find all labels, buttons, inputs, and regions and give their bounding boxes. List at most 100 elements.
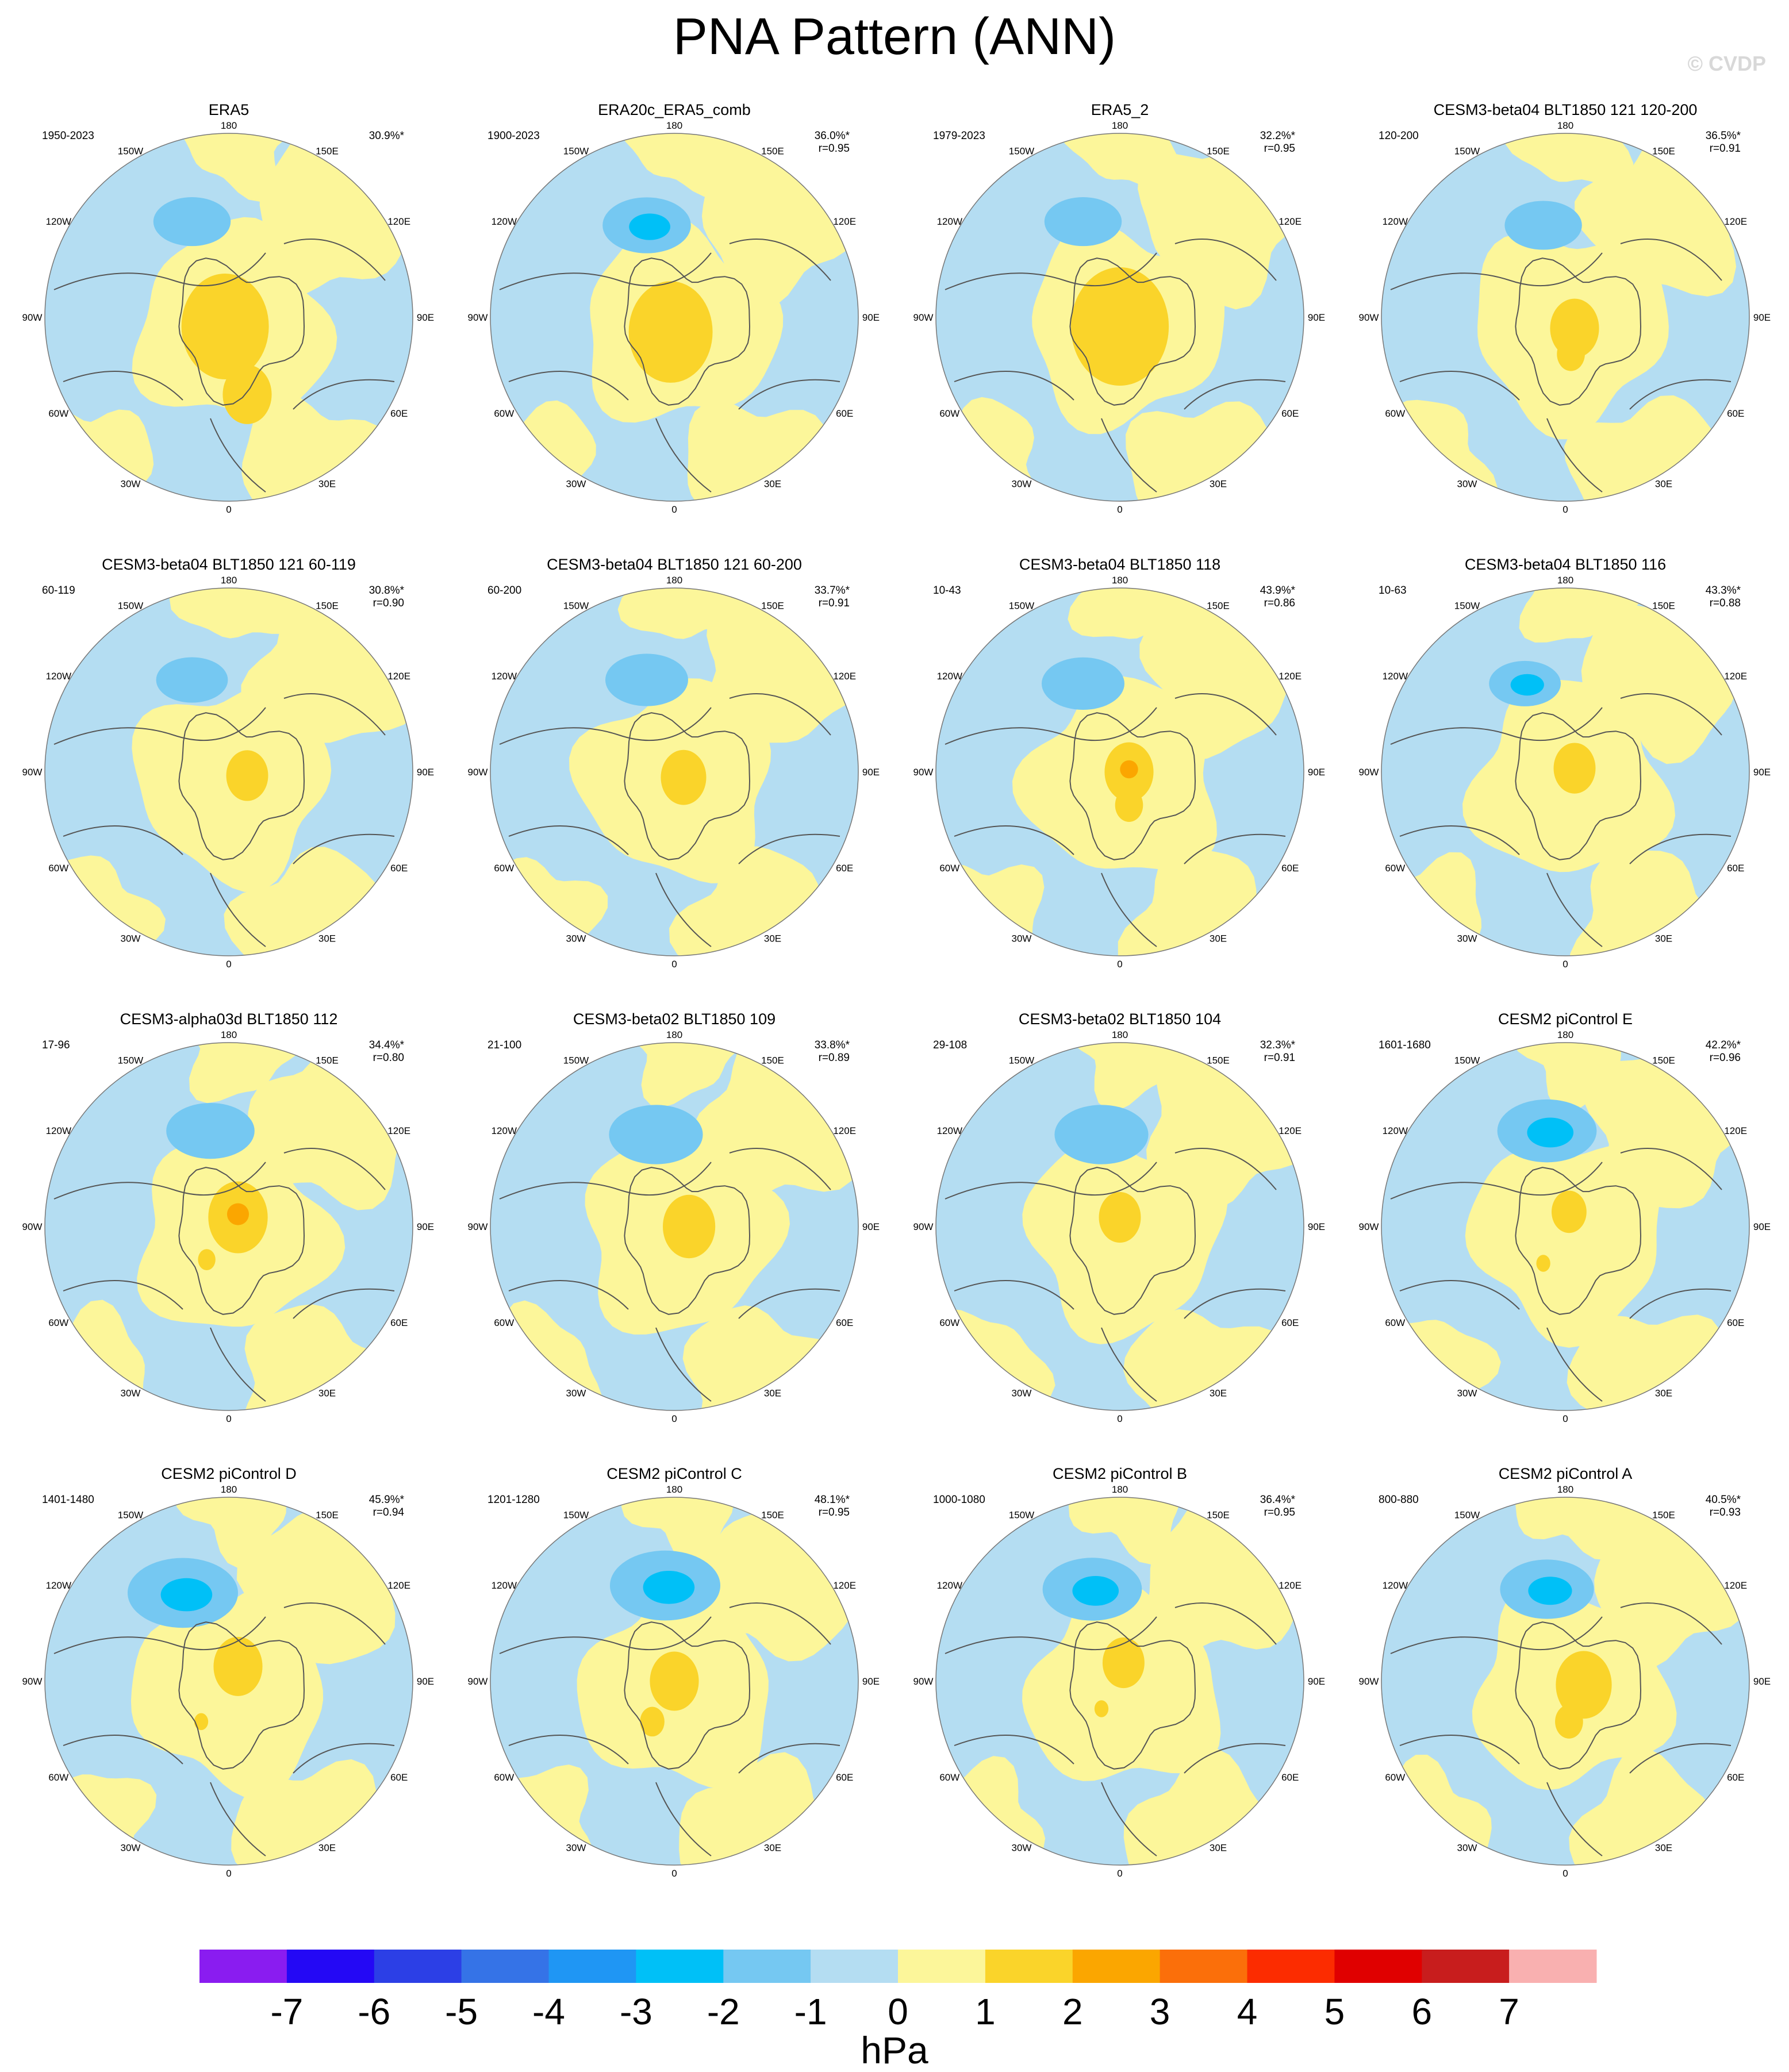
map-panel: CESM2 piControl C 1201-1280 48.1%*r=0.95 18… [468, 1465, 880, 1879]
longitude-label: 150W [1454, 146, 1480, 157]
positive-anomaly-center [181, 274, 269, 379]
longitude-label: 30E [764, 1842, 781, 1853]
longitude-label: 90W [913, 1221, 934, 1232]
longitude-label: 60W [48, 1772, 68, 1783]
panel-title: CESM2 piControl D [161, 1465, 297, 1482]
colorbar-swatch [723, 1950, 811, 1983]
longitude-label: 150W [563, 1055, 589, 1066]
panel-title: CESM2 piControl B [1053, 1465, 1187, 1482]
colorbar-tick-label: 5 [1325, 1991, 1345, 2032]
coastlines [53, 1602, 395, 1856]
longitude-label: 90E [417, 767, 434, 778]
map-border [935, 133, 1304, 502]
longitude-label: 0 [226, 504, 231, 515]
coastlines [1390, 1148, 1732, 1402]
longitude-label: 60W [1385, 1772, 1405, 1783]
longitude-label: 120W [937, 216, 962, 227]
coastlines [499, 1148, 840, 1402]
colorbar-swatch [286, 1950, 375, 1983]
longitude-label: 60E [1727, 408, 1744, 419]
panel-pattern-correlation: r=0.91 [1264, 1052, 1295, 1064]
longitude-label: 0 [1117, 504, 1122, 515]
longitude-label: 30W [121, 478, 141, 489]
panel-explained-variance: 43.3%* [1706, 585, 1741, 597]
longitude-label: 30E [1655, 1387, 1672, 1398]
panel-title: CESM3-beta02 BLT1850 109 [573, 1010, 776, 1028]
longitude-label: 60E [1281, 1772, 1299, 1783]
longitude-label: 150W [1454, 1055, 1480, 1066]
longitude-label: 90E [417, 1676, 434, 1687]
longitude-label: 120E [833, 216, 856, 227]
negative-anomaly-center [1504, 201, 1582, 250]
panel-period: 1601-1680 [1379, 1039, 1431, 1051]
longitude-label: 120E [1724, 671, 1747, 682]
longitude-label: 60W [48, 408, 68, 419]
longitude-label: 60W [939, 863, 959, 874]
longitude-label: 120W [937, 1125, 962, 1136]
longitude-label: 30E [318, 478, 336, 489]
colorbar-tick-label: -6 [358, 1991, 390, 2032]
coastlines [945, 693, 1286, 947]
positive-anomaly-center [1557, 337, 1585, 371]
positive-anomaly-center [198, 1249, 216, 1271]
longitude-label: 120E [387, 1125, 410, 1136]
panel-pattern-correlation: r=0.94 [373, 1506, 405, 1519]
longitude-label: 30W [1457, 478, 1477, 489]
longitude-label: 30E [764, 478, 781, 489]
longitude-label: 150W [563, 601, 589, 612]
positive-anomaly-center [222, 364, 272, 424]
positive-anomaly-center [1556, 1651, 1612, 1719]
longitude-label: 150W [1454, 601, 1480, 612]
colorbar-swatch [1072, 1950, 1161, 1983]
longitude-label: 90W [1359, 767, 1379, 778]
panel-explained-variance: 45.9%* [369, 1494, 405, 1506]
panel-title: CESM2 piControl E [1498, 1010, 1633, 1028]
longitude-label: 150E [1207, 146, 1230, 157]
longitude-label: 30W [1012, 478, 1032, 489]
panel-explained-variance: 36.4%* [1260, 1494, 1296, 1506]
coastlines [499, 239, 840, 493]
longitude-label: 60W [939, 1317, 959, 1328]
longitude-label: 180 [666, 575, 682, 586]
longitude-label: 0 [1563, 1868, 1568, 1879]
positive-anomaly-center [1094, 1700, 1109, 1717]
longitude-label: 30W [1012, 933, 1032, 944]
longitude-label: 90W [913, 767, 934, 778]
longitude-label: 180 [1112, 1484, 1128, 1495]
longitude-label: 60E [390, 408, 408, 419]
longitude-label: 90E [1308, 312, 1325, 323]
colorbar-swatch [461, 1950, 549, 1983]
panel-period: 60-119 [42, 585, 75, 597]
longitude-label: 90W [22, 1676, 43, 1687]
panel-title: CESM3-beta04 BLT1850 121 60-200 [547, 556, 802, 573]
longitude-label: 90E [417, 312, 434, 323]
longitude-label: 90E [1753, 1676, 1771, 1687]
positive-anomaly-center [650, 1651, 699, 1711]
longitude-label: 150E [316, 601, 339, 612]
map-border [1381, 587, 1750, 956]
longitude-label: 120E [1279, 1580, 1302, 1591]
longitude-label: 120W [492, 1580, 517, 1591]
positive-anomaly-center [1536, 1255, 1550, 1272]
positive-anomaly-center [663, 1194, 716, 1259]
panel-explained-variance: 36.0%* [815, 130, 850, 142]
longitude-label: 90E [862, 312, 880, 323]
coastlines [53, 693, 395, 947]
longitude-label: 90E [862, 1221, 880, 1232]
positive-anomaly-center [194, 1713, 209, 1731]
map-panel: CESM2 piControl E 1601-1680 42.2%*r=0.96 18… [1359, 1010, 1771, 1424]
colorbar-swatch [1334, 1950, 1422, 1983]
colorbar-tick-label: -3 [620, 1991, 652, 2032]
map-border [935, 587, 1304, 956]
colorbar-swatch [199, 1950, 287, 1983]
positive-anomaly-center [1070, 267, 1169, 386]
negative-anomaly-center [609, 1105, 703, 1164]
panel-explained-variance: 34.4%* [369, 1039, 405, 1051]
longitude-label: 60E [1281, 1317, 1299, 1328]
longitude-label: 150W [1009, 146, 1034, 157]
longitude-label: 90E [1753, 312, 1771, 323]
longitude-label: 90W [468, 767, 488, 778]
longitude-label: 120W [937, 1580, 962, 1591]
longitude-label: 0 [671, 1868, 677, 1879]
